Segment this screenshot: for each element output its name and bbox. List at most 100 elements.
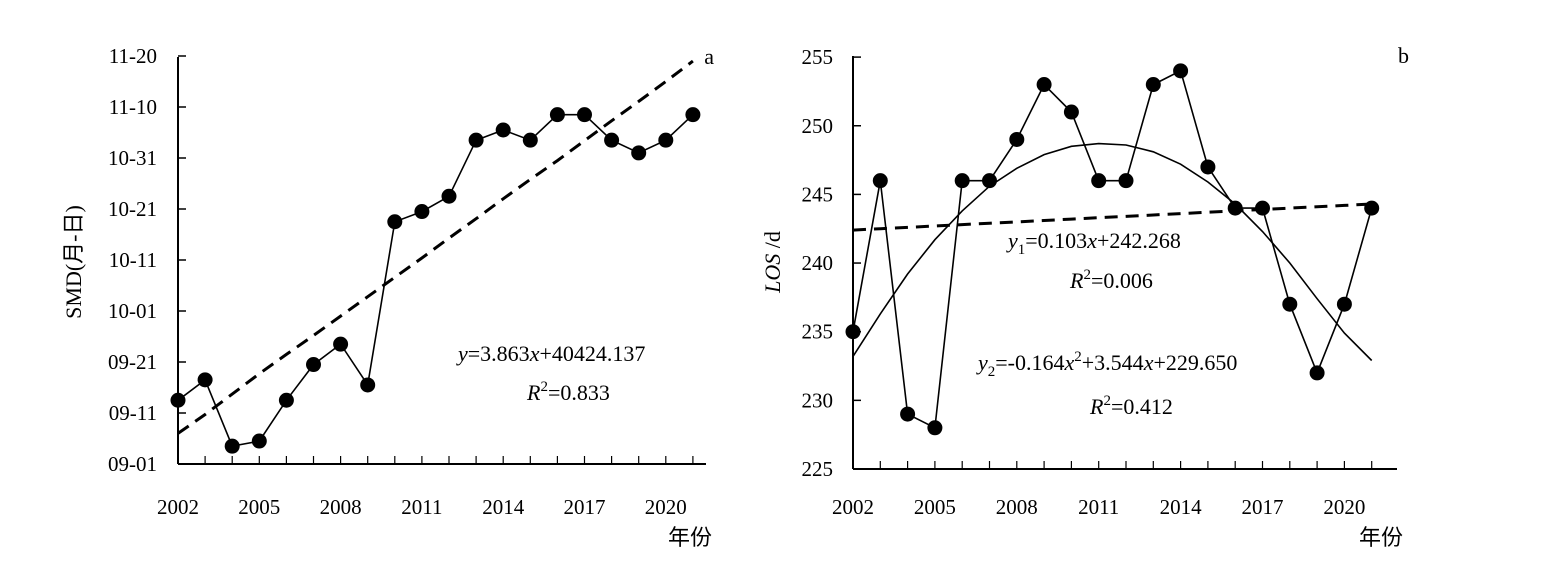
- eq-slope: =3.863: [468, 341, 530, 366]
- eq1-x-var: x: [1086, 228, 1097, 253]
- r2-1-r: R: [1069, 268, 1084, 293]
- panel-b-x-tick-label: 2005: [914, 495, 956, 519]
- panel-a-x-tick-label: 2014: [482, 495, 525, 519]
- eq-intercept: +40424.137: [539, 341, 645, 366]
- panel-a-data-point: [468, 132, 484, 148]
- panel-a-markers: [170, 107, 701, 454]
- panel-a-y-ticks: 09-01 09-11 09-21 10-01 10-11 10-21 10-31 11-10…: [108, 44, 186, 476]
- panel-b-data-point: [1200, 159, 1216, 175]
- panel-b-y-tick-label: 240: [802, 251, 834, 275]
- panel-b-data-point: [1036, 77, 1052, 93]
- panel-b-quadratic-fit: [852, 142, 1373, 362]
- panel-a-data-point: [251, 433, 267, 449]
- panel-a-data-point: [577, 107, 592, 123]
- eq2-sub: 2: [988, 364, 996, 380]
- panel-b-linear-fit: [852, 202, 1372, 232]
- r2-2-r: R: [1089, 394, 1104, 419]
- panel-b-y-tick-label: 255: [802, 45, 834, 69]
- panel-a-data-point: [441, 188, 457, 204]
- panel-a-data-point: [522, 132, 538, 148]
- panel-b-x-tick-label: 2008: [996, 495, 1038, 519]
- eq2-x2: x: [1143, 350, 1154, 375]
- eq1-slope: =0.103: [1025, 228, 1087, 253]
- panel-b-data-point: [1309, 365, 1325, 381]
- panel-a-data-line: [177, 113, 694, 448]
- panel-a-equation: y=3.863x+40424.137: [456, 341, 645, 366]
- panel-b-data-point: [1227, 200, 1243, 216]
- panel-a-data-point: [414, 204, 430, 220]
- panel-b-data-point: [1118, 173, 1134, 189]
- panel-b-data-point: [1091, 173, 1107, 189]
- panel-a-x-tick-label: 2017: [564, 495, 606, 519]
- panel-b-data-point: [954, 173, 970, 189]
- panel-a-data-point: [631, 145, 647, 161]
- panel-b-label: b: [1398, 43, 1409, 68]
- panel-a-y-tick-label: 10-21: [108, 197, 157, 221]
- panel-a-x-tick-label: 2002: [157, 495, 199, 519]
- panel-b-data-point: [1255, 200, 1270, 216]
- panel-b-r-squared-2: R2=0.412: [1089, 393, 1173, 419]
- panel-a-data-point: [333, 336, 349, 352]
- eq1-intercept: +242.268: [1097, 228, 1181, 253]
- panel-b-data-point: [845, 324, 861, 340]
- panel-b-x-tick-label: 2002: [832, 495, 874, 519]
- panel-b-y-tick-label: 230: [802, 388, 834, 412]
- panel-b-y-ticks: 225 230 235 240 245 250 255: [802, 45, 861, 481]
- eq2-a: =-0.164: [995, 350, 1064, 375]
- panel-b-data-point: [1336, 296, 1352, 312]
- panel-a-r-squared: R2=0.833: [526, 379, 610, 405]
- r2-2-sup: 2: [1103, 393, 1111, 409]
- panel-a-x-tick-label: 2005: [238, 495, 280, 519]
- panel-a-data-point: [197, 372, 213, 388]
- r2-1-value: =0.006: [1091, 268, 1153, 293]
- panel-b-data-point: [1145, 77, 1161, 93]
- panel-a-data-point: [549, 107, 565, 123]
- panel-b-data-point: [1173, 63, 1189, 79]
- panel-b-y-tick-label: 245: [802, 182, 834, 206]
- eq2-sup: 2: [1074, 349, 1082, 365]
- panel-b-data-line: [852, 69, 1373, 430]
- r2-1-sup: 2: [1083, 267, 1091, 283]
- panel-b-markers: [845, 63, 1380, 436]
- panel-b-x-ticks: 2002 2005 2008 2011 2014 2017 2020: [832, 461, 1373, 519]
- panel-b-r-squared-1: R2=0.006: [1069, 267, 1153, 293]
- panel-a-y-tick-label: 10-01: [108, 299, 157, 323]
- panel-a-y-tick-label: 11-20: [109, 44, 157, 68]
- panel-a-data-point: [495, 122, 511, 138]
- eq2-x1: x: [1064, 350, 1075, 375]
- los-unit: /d: [760, 231, 785, 254]
- panel-a-x-tick-label: 2008: [320, 495, 362, 519]
- panel-a-y-tick-label: 09-01: [108, 452, 157, 476]
- panel-b-data-point: [1282, 296, 1298, 312]
- panel-b-x-axis-title: 年份: [1359, 525, 1403, 550]
- panel-a-x-tick-label: 2020: [645, 495, 687, 519]
- panel-b-data-point: [1009, 131, 1025, 147]
- panel-a-y-tick-label: 11-10: [109, 95, 157, 119]
- eq2-intercept: +229.650: [1153, 350, 1237, 375]
- panel-a-data-point: [278, 392, 294, 408]
- panel-a-data-point: [604, 132, 620, 148]
- panel-a-x-axis-title: 年份: [668, 525, 712, 550]
- panel-a-y-tick-label: 10-31: [108, 146, 157, 170]
- eq-y-var: y: [456, 341, 468, 366]
- los-italic: LOS: [760, 254, 785, 294]
- panel-b-data-point: [900, 406, 916, 422]
- r2-r: R: [526, 380, 541, 405]
- panel-b-data-point: [982, 173, 997, 189]
- eq2-y-var: y: [976, 350, 988, 375]
- panel-b-data-point: [872, 173, 888, 189]
- r2-sup: 2: [540, 379, 548, 395]
- panel-a-y-tick-label: 09-21: [108, 350, 157, 374]
- eq1-sub: 1: [1018, 242, 1026, 258]
- panel-b-data-point: [1063, 104, 1079, 120]
- panel-b-data-point: [927, 420, 943, 436]
- panel-a-data-point: [658, 132, 674, 148]
- panel-a-y-axis-title: SMD(月-日): [61, 205, 86, 319]
- panel-a-y-tick-label: 10-11: [109, 248, 157, 272]
- panel-b-y-tick-label: 250: [802, 114, 834, 138]
- panel-b-equation-2: y2=-0.164x2+3.544x+229.650: [976, 349, 1237, 380]
- panel-a-y-tick-label: 09-11: [109, 401, 157, 425]
- r2-2-value: =0.412: [1111, 394, 1173, 419]
